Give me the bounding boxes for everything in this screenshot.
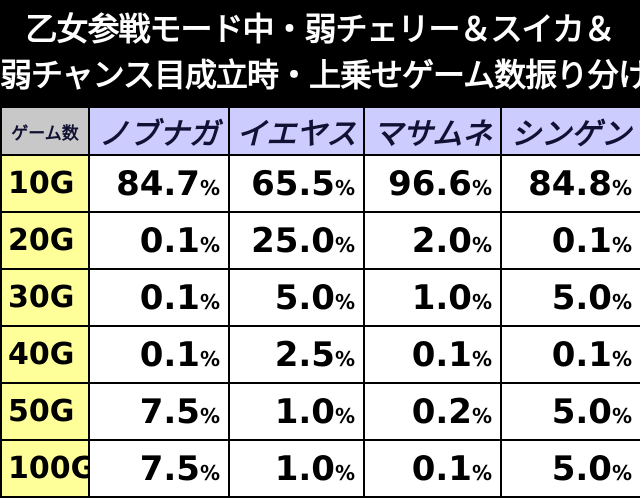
column-header: イエヤス: [228, 106, 365, 156]
cell: 0.2%: [363, 382, 502, 441]
cell: 84.8%: [500, 154, 640, 213]
table-body: 10G 84.7% 65.5% 96.6% 84.8% 20G 0.1% 25.0% 2.0% 0…: [0, 154, 640, 498]
cell: 0.1%: [88, 268, 230, 327]
cell: 7.5%: [88, 382, 230, 441]
table-row: 40G 0.1% 2.5% 0.1% 0.1%: [0, 325, 640, 384]
table-row: 10G 84.7% 65.5% 96.6% 84.8%: [0, 154, 640, 213]
column-header: ゲーム数: [0, 106, 90, 156]
cell: 25.0%: [228, 211, 365, 270]
cell: 1.0%: [228, 439, 365, 498]
cell: 5.0%: [500, 382, 640, 441]
cell: 0.1%: [88, 211, 230, 270]
row-header: 20G: [0, 211, 90, 270]
cell: 2.5%: [228, 325, 365, 384]
cell: 5.0%: [228, 268, 365, 327]
column-header: シンゲン: [500, 106, 640, 156]
row-header: 50G: [0, 382, 90, 441]
title-line: 弱チャンス目成立時・上乗せゲーム数振り分け: [0, 56, 640, 94]
cell: 2.0%: [363, 211, 502, 270]
row-header: 30G: [0, 268, 90, 327]
table-row: 30G 0.1% 5.0% 1.0% 5.0%: [0, 268, 640, 327]
column-header: マサムネ: [363, 106, 502, 156]
cell: 0.1%: [363, 439, 502, 498]
cell: 0.1%: [363, 325, 502, 384]
cell: 0.1%: [500, 211, 640, 270]
table-row: 100G 7.5% 1.0% 0.1% 5.0%: [0, 439, 640, 498]
column-header: ノブナガ: [88, 106, 230, 156]
cell: 7.5%: [88, 439, 230, 498]
table-row: 50G 7.5% 1.0% 0.2% 5.0%: [0, 382, 640, 441]
header-row: ゲーム数 ノブナガ イエヤス マサムネ シンゲン: [0, 106, 640, 156]
row-header: 100G: [0, 439, 90, 498]
cell: 0.1%: [500, 325, 640, 384]
title-line: 乙女参戦モード中・弱チェリー＆スイカ＆: [25, 10, 615, 48]
row-header: 10G: [0, 154, 90, 213]
cell: 5.0%: [500, 439, 640, 498]
row-header: 40G: [0, 325, 90, 384]
title: 乙女参戦モード中・弱チェリー＆スイカ＆ 弱チャンス目成立時・上乗せゲーム数振り分…: [0, 0, 640, 106]
cell: 1.0%: [228, 382, 365, 441]
cell: 65.5%: [228, 154, 365, 213]
cell: 1.0%: [363, 268, 502, 327]
cell: 5.0%: [500, 268, 640, 327]
cell: 0.1%: [88, 325, 230, 384]
cell: 96.6%: [363, 154, 502, 213]
table: ゲーム数 ノブナガ イエヤス マサムネ シンゲン 10G 84.7% 65.5% 96.6% 8…: [0, 106, 640, 498]
cell: 84.7%: [88, 154, 230, 213]
table-row: 20G 0.1% 25.0% 2.0% 0.1%: [0, 211, 640, 270]
